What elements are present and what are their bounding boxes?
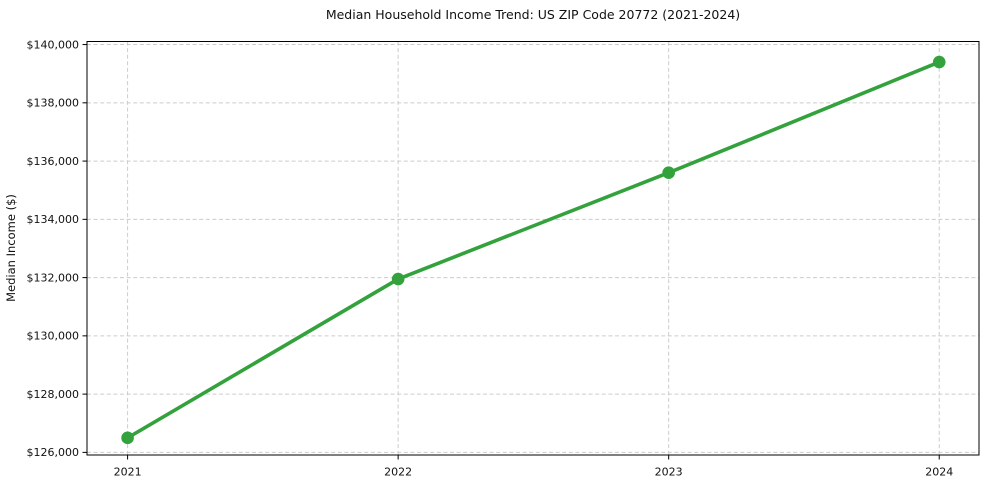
x-tick-label: 2023 xyxy=(655,466,683,479)
data-point xyxy=(662,166,675,180)
y-tick-label: $140,000 xyxy=(27,38,80,51)
trend-line xyxy=(125,60,942,440)
chart-title: Median Household Income Trend: US ZIP Co… xyxy=(325,7,741,22)
y-tick-label: $138,000 xyxy=(27,97,80,110)
axis-ticks xyxy=(82,44,940,460)
y-tick-label: $126,000 xyxy=(27,446,80,459)
y-tick-label: $128,000 xyxy=(27,388,80,401)
data-point xyxy=(121,431,134,445)
tick-labels: $126,000 $128,000 $130,000 $132,000 $134,000… xyxy=(27,38,954,478)
series-median-household-income xyxy=(121,55,946,445)
y-axis-title: Median Income ($) xyxy=(4,194,18,302)
y-tick-label: $132,000 xyxy=(27,271,80,284)
y-tick-label: $130,000 xyxy=(27,330,80,343)
y-tick-label: $136,000 xyxy=(27,155,80,168)
plot-border xyxy=(86,41,980,456)
data-point xyxy=(391,272,405,286)
data-point xyxy=(932,55,946,69)
y-tick-label: $134,000 xyxy=(27,213,80,226)
x-tick-label: 2022 xyxy=(384,466,412,479)
x-tick-label: 2021 xyxy=(114,466,142,479)
gridlines xyxy=(87,41,979,455)
x-tick-label: 2024 xyxy=(925,466,953,479)
